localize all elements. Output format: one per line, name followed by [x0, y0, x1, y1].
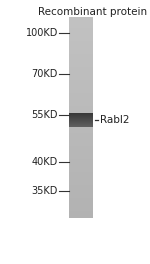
- Text: 70KD: 70KD: [32, 69, 58, 79]
- Text: Rabl2: Rabl2: [100, 115, 129, 125]
- Text: Recombinant protein: Recombinant protein: [38, 7, 148, 17]
- Text: 55KD: 55KD: [32, 110, 58, 120]
- Text: 100KD: 100KD: [26, 28, 58, 38]
- Text: 35KD: 35KD: [32, 186, 58, 196]
- Text: 40KD: 40KD: [32, 157, 58, 167]
